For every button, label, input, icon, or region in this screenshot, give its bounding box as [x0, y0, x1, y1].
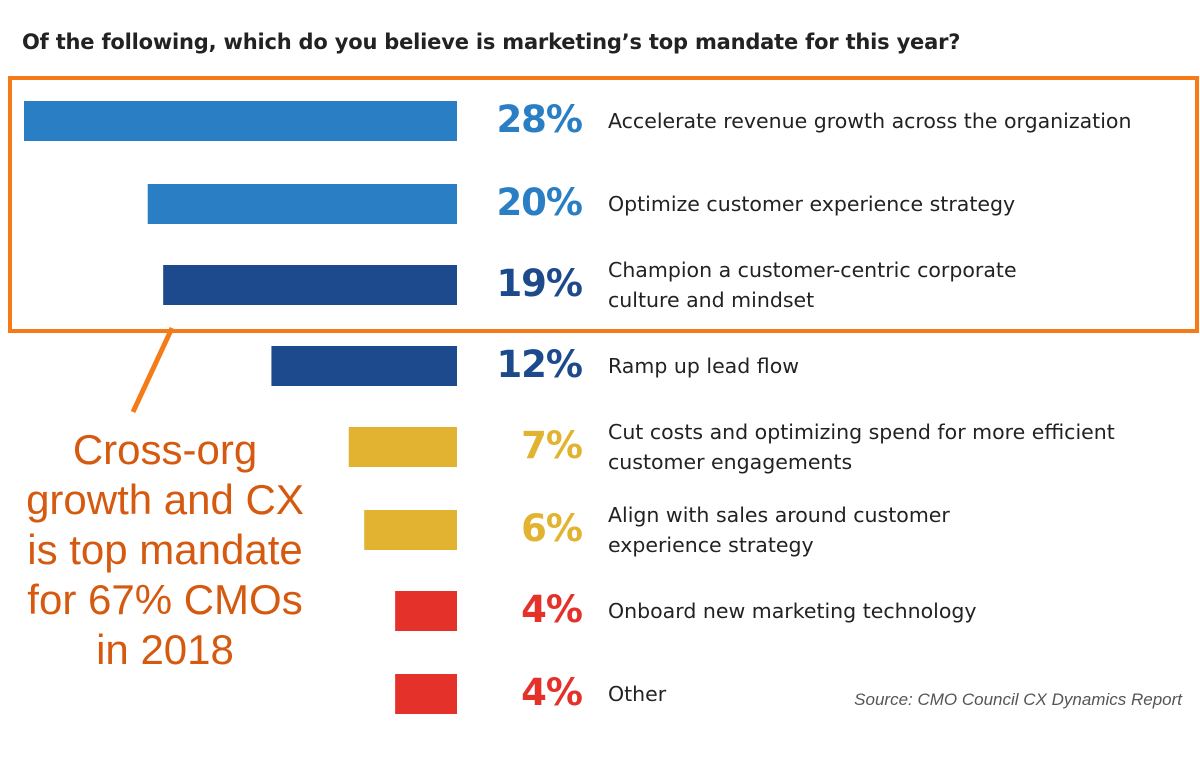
bar — [163, 265, 457, 305]
category-label-line: Onboard new marketing technology — [608, 599, 977, 623]
category-label: Onboard new marketing technology — [608, 596, 1188, 626]
callout-line: Cross-org — [72, 426, 258, 473]
bar — [24, 101, 457, 141]
category-label: Other — [608, 679, 1188, 709]
category-label: Accelerate revenue growth across the org… — [608, 106, 1188, 136]
data-label: 20% — [496, 181, 583, 224]
category-label-line: Cut costs and optimizing spend for more … — [608, 420, 1115, 444]
category-label: Cut costs and optimizing spend for more … — [608, 417, 1188, 477]
source-note: Source: CMO Council CX Dynamics Report — [854, 690, 1182, 709]
category-label-line: Champion a customer-centric corporate — [608, 258, 1017, 282]
data-label: 19% — [496, 262, 583, 305]
category-label-line: Align with sales around customer — [608, 503, 950, 527]
category-label: Align with sales around customer experien… — [608, 500, 1188, 560]
category-label-line: Other — [608, 682, 667, 706]
data-label: 12% — [496, 343, 583, 386]
bar — [364, 510, 457, 550]
category-label-line: culture and mindset — [608, 288, 815, 312]
data-label: 7% — [521, 424, 583, 467]
callout-line: in 2018 — [96, 626, 234, 673]
data-label: 4% — [521, 588, 583, 631]
bar — [348, 427, 457, 467]
category-label-line: Accelerate revenue growth across the org… — [608, 109, 1132, 133]
category-label-line: experience strategy — [608, 533, 814, 557]
category-label-line: Ramp up lead flow — [608, 354, 799, 378]
bar — [395, 674, 457, 714]
category-label: Optimize customer experience strategy — [608, 189, 1188, 219]
callout-annotation: Cross-org growth and CX is top mandate f… — [10, 425, 320, 675]
category-label-line: Optimize customer experience strategy — [608, 192, 1016, 216]
highlight-box — [8, 76, 1199, 333]
chart-title: Of the following, which do you believe i… — [22, 30, 961, 54]
callout-pointer-line — [130, 326, 175, 414]
category-label: Ramp up lead flow — [608, 351, 1188, 381]
bar — [395, 591, 457, 631]
data-label: 6% — [521, 507, 583, 550]
data-label: 28% — [496, 98, 583, 141]
callout-line: for 67% CMOs — [27, 576, 303, 623]
bar — [271, 346, 457, 386]
category-label-line: customer engagements — [608, 450, 853, 474]
callout-line: growth and CX — [26, 476, 304, 523]
callout-line: is top mandate — [27, 526, 303, 573]
category-label: Champion a customer-centric corporate cul… — [608, 255, 1188, 315]
bar — [147, 184, 457, 224]
data-label: 4% — [521, 671, 583, 714]
